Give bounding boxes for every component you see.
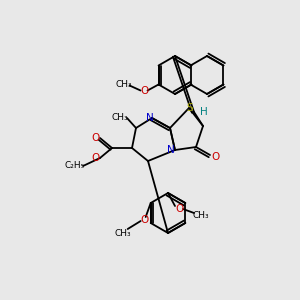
Text: O: O (140, 85, 149, 95)
Text: CH₃: CH₃ (112, 113, 128, 122)
Text: O: O (212, 152, 220, 162)
Text: O: O (91, 133, 99, 143)
Text: O: O (91, 153, 99, 163)
Text: O: O (176, 204, 184, 214)
Text: H: H (200, 107, 208, 117)
Text: N: N (167, 145, 175, 155)
Text: N: N (146, 113, 154, 123)
Text: CH₃: CH₃ (114, 229, 131, 238)
Text: O: O (141, 215, 149, 225)
Text: S: S (187, 103, 193, 113)
Text: CH₃: CH₃ (193, 211, 209, 220)
Text: C₂H₅: C₂H₅ (65, 161, 85, 170)
Text: CH₃: CH₃ (115, 80, 132, 89)
